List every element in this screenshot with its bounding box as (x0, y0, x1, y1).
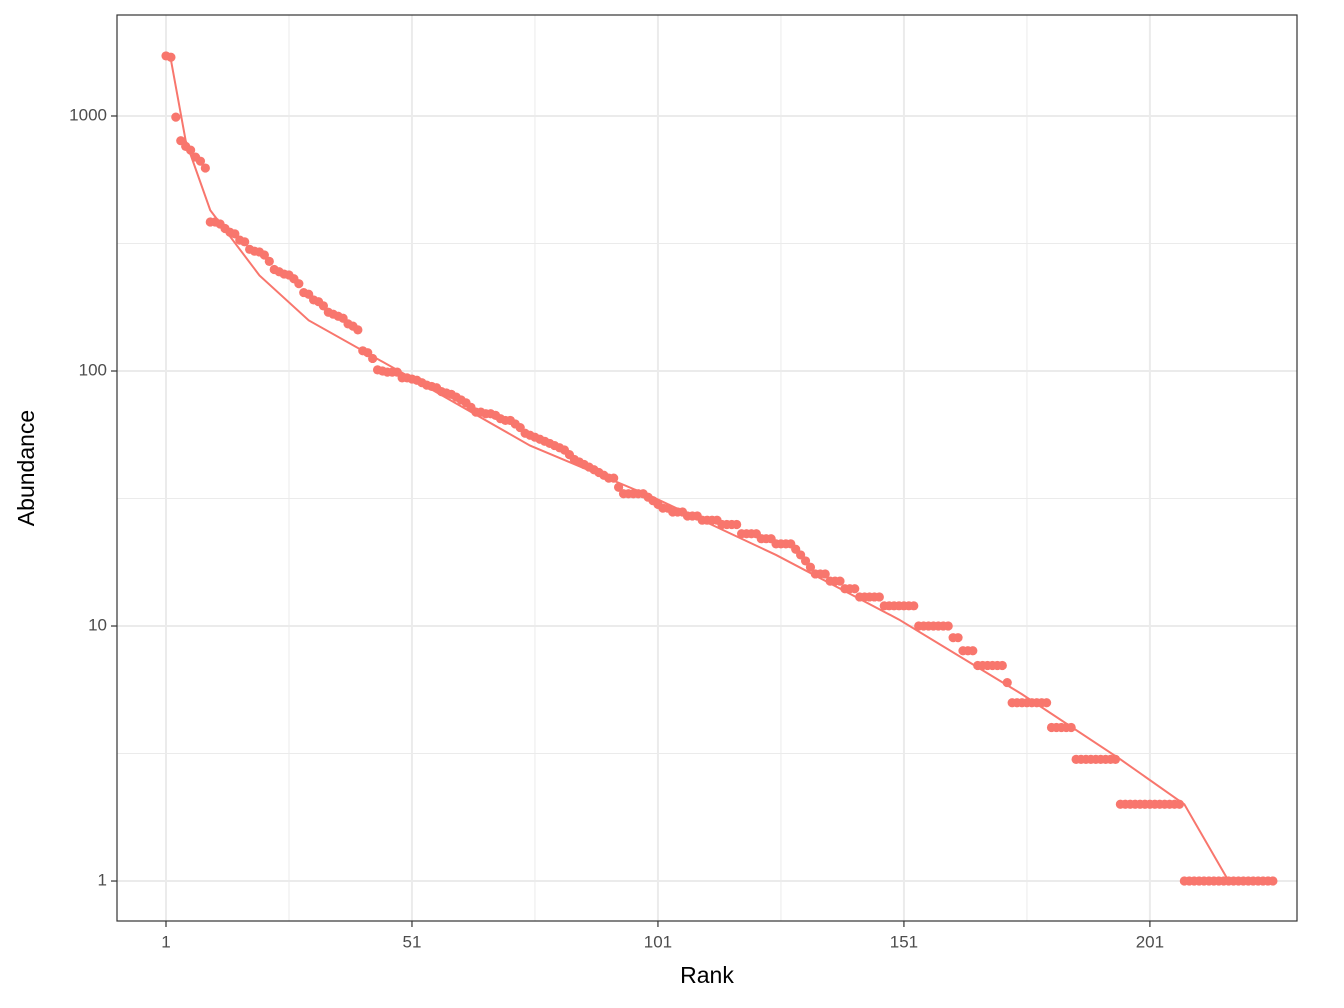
point (368, 353, 378, 364)
x-tick-label: 201 (1136, 932, 1164, 951)
point (318, 301, 329, 311)
point (1268, 876, 1278, 886)
point (353, 325, 363, 335)
point (259, 250, 269, 260)
point (240, 237, 250, 247)
panel-border (116, 14, 1298, 922)
y-tick-label: 10 (88, 615, 107, 634)
point (200, 163, 210, 173)
y-tick-label: 1000 (69, 105, 107, 124)
y-axis-title: Abundance (13, 410, 39, 526)
point (874, 592, 884, 602)
point (953, 633, 963, 643)
point (732, 519, 742, 530)
x-tick-label: 1 (161, 932, 170, 951)
y-tick-label: 100 (79, 360, 107, 379)
point (805, 562, 816, 572)
point (195, 156, 206, 166)
point (613, 482, 624, 492)
x-tick-label: 51 (403, 932, 422, 951)
point (968, 646, 978, 656)
point (294, 279, 304, 289)
point (264, 256, 274, 267)
point (850, 584, 860, 594)
x-tick-label: 101 (644, 932, 672, 951)
fit-line (165, 56, 1230, 882)
point (1041, 698, 1052, 708)
point (800, 556, 811, 566)
point (943, 621, 953, 631)
x-axis-title: Rank (680, 962, 734, 988)
point (230, 229, 240, 239)
point (820, 569, 830, 579)
point (171, 112, 181, 122)
y-tick-label: 1 (98, 871, 107, 890)
x-tick-label: 151 (890, 932, 918, 951)
point (835, 576, 845, 586)
point (997, 660, 1007, 671)
point (909, 601, 919, 611)
